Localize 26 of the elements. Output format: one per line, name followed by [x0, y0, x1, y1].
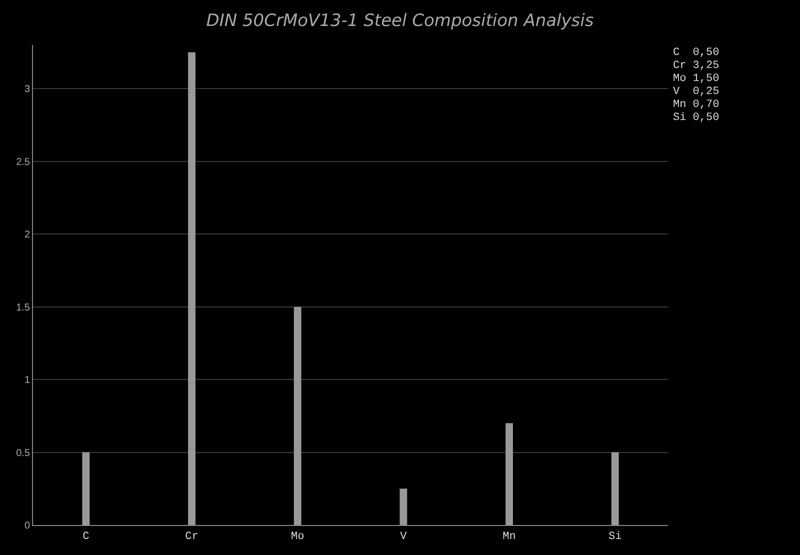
y-tick-label: 1 — [24, 375, 30, 386]
bar — [294, 306, 302, 525]
bar — [188, 52, 196, 525]
x-tick-label: Si — [608, 531, 622, 544]
x-tick-label: Cr — [185, 531, 198, 544]
x-tick-label: Mo — [290, 531, 304, 544]
y-tick-label: 0.5 — [16, 448, 30, 459]
text: Si 0,50 — [673, 112, 720, 124]
y-tick-label: 3 — [24, 84, 30, 96]
text: Cr 3,25 — [673, 60, 720, 72]
y-tick-label: 0 — [24, 520, 30, 532]
chart-title: DIN 50CrMoV13-1 Steel Composition Analysis — [206, 10, 594, 31]
text: C 0,50 — [673, 47, 720, 59]
x-tick-label: V — [400, 531, 408, 544]
text: V 0,25 — [673, 86, 720, 98]
y-tick-label: 2 — [24, 230, 30, 241]
x-tick-label: C — [82, 531, 90, 544]
bar — [82, 452, 90, 525]
x-tick-label: Mn — [502, 531, 516, 544]
bar — [611, 452, 619, 525]
text: Mn 0,70 — [673, 99, 720, 111]
text: Mo 1,50 — [673, 73, 720, 85]
bar — [400, 488, 408, 525]
bar — [506, 423, 513, 525]
y-tick-label: 2.5 — [16, 156, 30, 168]
y-tick-label: 1.5 — [16, 302, 30, 314]
